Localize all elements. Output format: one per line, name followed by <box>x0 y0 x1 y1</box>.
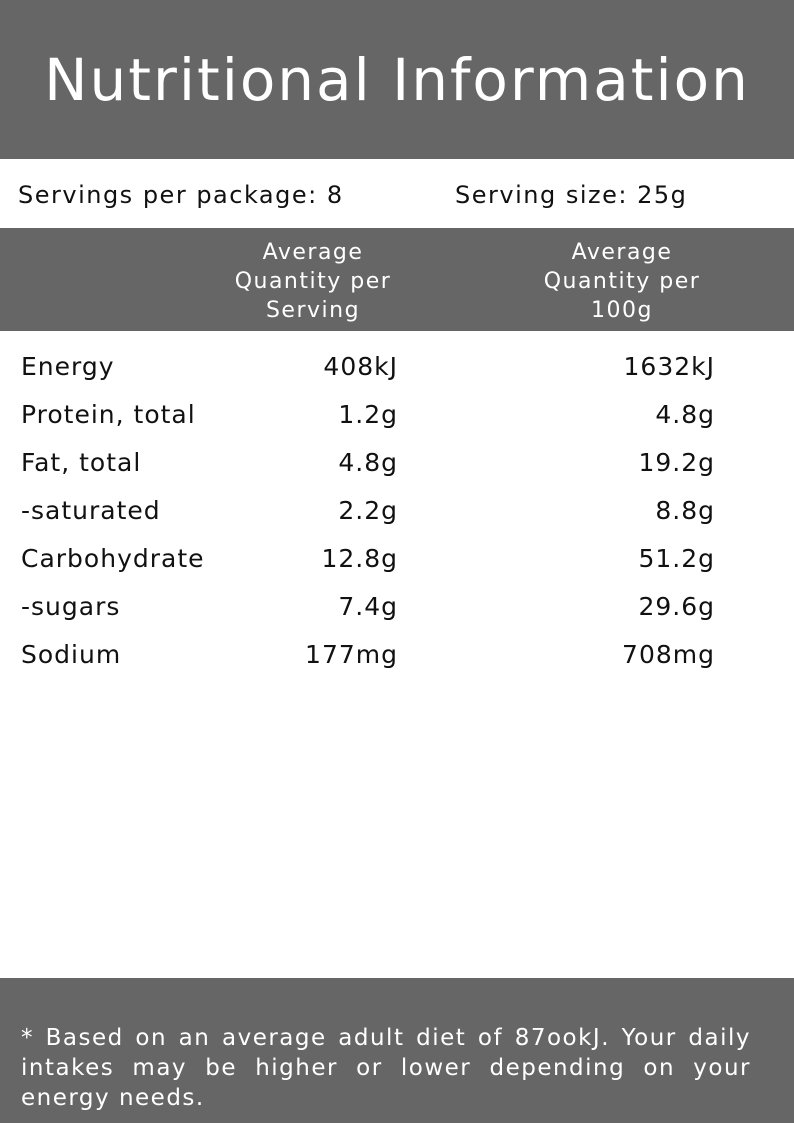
footnote-band: * Based on an average adult diet of 87oo… <box>0 978 794 1123</box>
per-serving-value: 1.2g <box>338 400 398 429</box>
per-serving-value: 177mg <box>305 640 398 669</box>
table-header: Average Quantity per Serving Average Qua… <box>0 228 794 331</box>
servings-row: Servings per package: 8 Serving size: 25… <box>0 159 794 228</box>
per-serving-value: 2.2g <box>338 496 398 525</box>
nutrient-name: Sodium <box>21 640 122 669</box>
table-row: Fat, total 4.8g 19.2g <box>0 440 794 488</box>
column-header-per-100g: Average Quantity per 100g <box>527 238 717 325</box>
nutrient-name: -sugars <box>21 592 121 621</box>
nutrient-name: Fat, total <box>21 448 142 477</box>
per-100g-value: 19.2g <box>638 448 715 477</box>
column-header-line: Quantity per <box>234 269 392 294</box>
nutrient-name: Protein, total <box>21 400 196 429</box>
per-serving-value: 12.8g <box>321 544 398 573</box>
nutrient-name: Energy <box>21 352 115 381</box>
per-100g-value: 8.8g <box>655 496 715 525</box>
servings-per-package: Servings per package: 8 <box>18 181 344 209</box>
table-row: Sodium 177mg 708mg <box>0 632 794 680</box>
per-100g-value: 708mg <box>622 640 715 669</box>
nutrient-name: Carbohydrate <box>21 544 205 573</box>
table-row: Carbohydrate 12.8g 51.2g <box>0 536 794 584</box>
nutrition-table: Energy 408kJ 1632kJ Protein, total 1.2g … <box>0 344 794 680</box>
footnote-text: * Based on an average adult diet of 87oo… <box>21 1025 751 1111</box>
per-serving-value: 4.8g <box>338 448 398 477</box>
per-100g-value: 1632kJ <box>623 352 715 381</box>
table-row: Protein, total 1.2g 4.8g <box>0 392 794 440</box>
nutrient-name: -saturated <box>21 496 161 525</box>
title-band: Nutritional Information <box>0 0 794 159</box>
page-title: Nutritional Information <box>44 45 750 114</box>
column-header-line: Serving <box>265 298 361 323</box>
table-row: -sugars 7.4g 29.6g <box>0 584 794 632</box>
column-header-line: Average <box>262 240 364 265</box>
per-serving-value: 408kJ <box>323 352 398 381</box>
serving-size: Serving size: 25g <box>455 181 688 209</box>
column-header-line: Average <box>571 240 673 265</box>
column-header-line: Quantity per <box>543 269 701 294</box>
column-header-line: 100g <box>591 298 653 323</box>
table-row: Energy 408kJ 1632kJ <box>0 344 794 392</box>
per-100g-value: 4.8g <box>655 400 715 429</box>
per-100g-value: 51.2g <box>638 544 715 573</box>
per-serving-value: 7.4g <box>338 592 398 621</box>
per-100g-value: 29.6g <box>638 592 715 621</box>
column-header-per-serving: Average Quantity per Serving <box>218 238 408 325</box>
table-row: -saturated 2.2g 8.8g <box>0 488 794 536</box>
